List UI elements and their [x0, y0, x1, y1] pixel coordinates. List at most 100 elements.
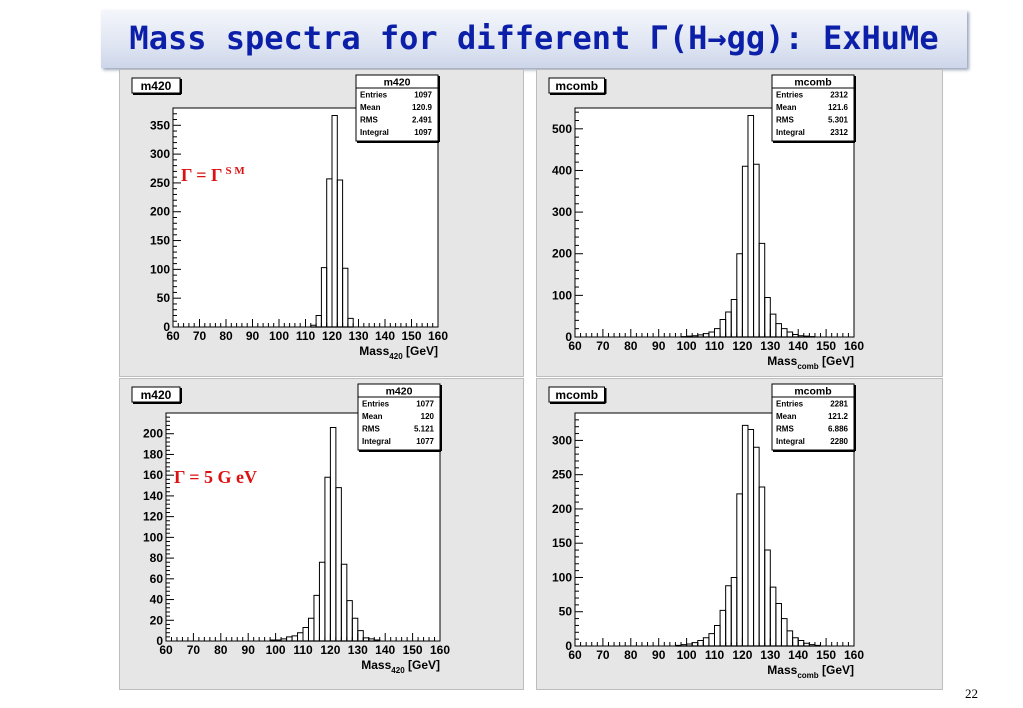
stats-value: 1077 [416, 400, 434, 409]
y-tick-label: 200 [552, 502, 572, 516]
x-tick-label: 60 [568, 648, 582, 662]
stats-title: m420 [384, 77, 411, 89]
y-tick-label: 0 [565, 330, 572, 344]
x-tick-label: 130 [760, 648, 780, 662]
stats-value: 5.121 [414, 425, 435, 434]
slide-title: Mass spectra for different Γ(H→gg): ExHu… [129, 19, 939, 57]
stats-title: mcomb [794, 386, 831, 398]
histogram-chart-m420-5gev: m420 m420 Entries 1077 Mean 120 RMS 5.121 Integr… [131, 383, 450, 675]
stats-value: 120.9 [412, 103, 433, 112]
x-axis-title-unit: [GeV] [819, 663, 854, 677]
x-axis-title-unit: [GeV] [403, 344, 438, 358]
y-tick-label: 0 [156, 634, 163, 648]
y-tick-label: 50 [559, 605, 573, 619]
x-tick-label: 110 [296, 329, 316, 343]
title-bar: Mass spectra for different Γ(H→gg): ExHu… [101, 10, 967, 68]
y-tick-label: 40 [150, 593, 164, 607]
x-tick-label: 80 [214, 643, 228, 657]
stats-label: RMS [776, 425, 794, 434]
stats-label: Integral [362, 437, 391, 446]
x-tick-label: 150 [816, 339, 836, 353]
histogram-chart-m420-sm: m420 m420 Entries 1097 Mean 120.9 RMS 2.491 Inte… [131, 74, 448, 361]
y-tick-label: 80 [150, 551, 164, 565]
x-tick-label: 90 [652, 648, 666, 662]
stats-value: 2281 [830, 400, 848, 409]
pad-name-label: m420 [141, 388, 172, 402]
x-tick-label: 110 [293, 643, 313, 657]
x-tick-label: 120 [732, 648, 752, 662]
x-tick-label: 100 [677, 648, 697, 662]
y-tick-label: 20 [150, 613, 164, 627]
x-axis-title-subscript: 420 [391, 666, 405, 675]
width-annotation: Γ = 5 G eV [174, 467, 257, 487]
x-tick-label: 70 [596, 648, 610, 662]
stats-title: m420 [386, 386, 413, 398]
x-axis-title-subscript: 420 [389, 352, 403, 361]
x-tick-label: 100 [266, 643, 286, 657]
y-tick-label: 200 [143, 427, 163, 441]
x-tick-label: 130 [348, 329, 368, 343]
stats-label: Entries [362, 400, 390, 409]
y-tick-label: 200 [552, 247, 572, 261]
x-tick-label: 160 [430, 643, 450, 657]
pad-name-label: mcomb [555, 388, 598, 402]
stats-label: Entries [776, 400, 804, 409]
x-tick-label: 80 [219, 329, 233, 343]
x-tick-label: 120 [322, 329, 342, 343]
x-tick-label: 140 [788, 648, 808, 662]
x-axis-title: Mass420 [GeV] [361, 658, 440, 675]
x-tick-label: 140 [788, 339, 808, 353]
x-tick-label: 90 [246, 329, 260, 343]
stats-title: mcomb [794, 77, 831, 89]
stats-label: Mean [362, 412, 383, 421]
x-axis-title-main: Mass [359, 344, 389, 358]
stats-label: Mean [360, 103, 381, 112]
stats-box [771, 74, 855, 142]
histogram-pad-m420-sm: m420 m420 Entries 1097 Mean 120.9 RMS 2.491 Inte… [119, 69, 524, 377]
x-tick-label: 150 [403, 643, 423, 657]
y-tick-label: 350 [150, 118, 170, 132]
y-tick-label: 500 [552, 122, 572, 136]
histogram-pad-mcomb-5gev: mcomb mcomb Entries 2281 Mean 121.2 RMS 6.886 In… [536, 378, 943, 690]
x-tick-label: 110 [705, 339, 725, 353]
x-tick-label: 60 [159, 643, 173, 657]
y-tick-label: 300 [150, 147, 170, 161]
x-axis-title-main: Mass [767, 354, 797, 368]
x-tick-label: 70 [187, 643, 201, 657]
plot-frame [574, 107, 855, 338]
stats-label: Mean [776, 103, 797, 112]
stats-value: 2312 [830, 128, 848, 137]
stats-label: Entries [360, 91, 388, 100]
y-tick-label: 150 [150, 234, 170, 248]
plot-frame [172, 107, 439, 328]
y-tick-label: 100 [552, 570, 572, 584]
pad-name-label: m420 [141, 79, 172, 93]
stats-value: 6.886 [828, 425, 849, 434]
x-tick-label: 140 [375, 329, 395, 343]
x-tick-label: 60 [568, 339, 582, 353]
y-tick-label: 300 [552, 205, 572, 219]
x-axis-title-unit: [GeV] [819, 354, 854, 368]
x-tick-label: 150 [816, 648, 836, 662]
y-tick-label: 140 [143, 489, 163, 503]
x-axis-title: Masscomb [GeV] [767, 663, 854, 680]
histogram-bin [351, 617, 359, 641]
width-annotation-text: Γ = Γ [181, 165, 223, 185]
width-annotation-text: Γ = 5 G eV [174, 467, 257, 487]
stats-label: Integral [776, 128, 805, 137]
y-tick-label: 150 [552, 536, 572, 550]
y-tick-label: 300 [552, 433, 572, 447]
histogram-bin [342, 267, 349, 327]
y-tick-label: 250 [150, 176, 170, 190]
stats-value: 1077 [416, 437, 434, 446]
x-axis-title-subscript: comb [797, 671, 818, 680]
y-tick-label: 100 [552, 288, 572, 302]
y-tick-label: 0 [565, 639, 572, 653]
width-annotation-superscript: S M [226, 165, 246, 177]
x-tick-label: 80 [624, 648, 638, 662]
x-axis-title-main: Mass [361, 658, 391, 672]
x-tick-label: 130 [760, 339, 780, 353]
y-tick-label: 180 [143, 447, 163, 461]
stats-box [771, 383, 855, 451]
y-tick-label: 0 [163, 320, 170, 334]
